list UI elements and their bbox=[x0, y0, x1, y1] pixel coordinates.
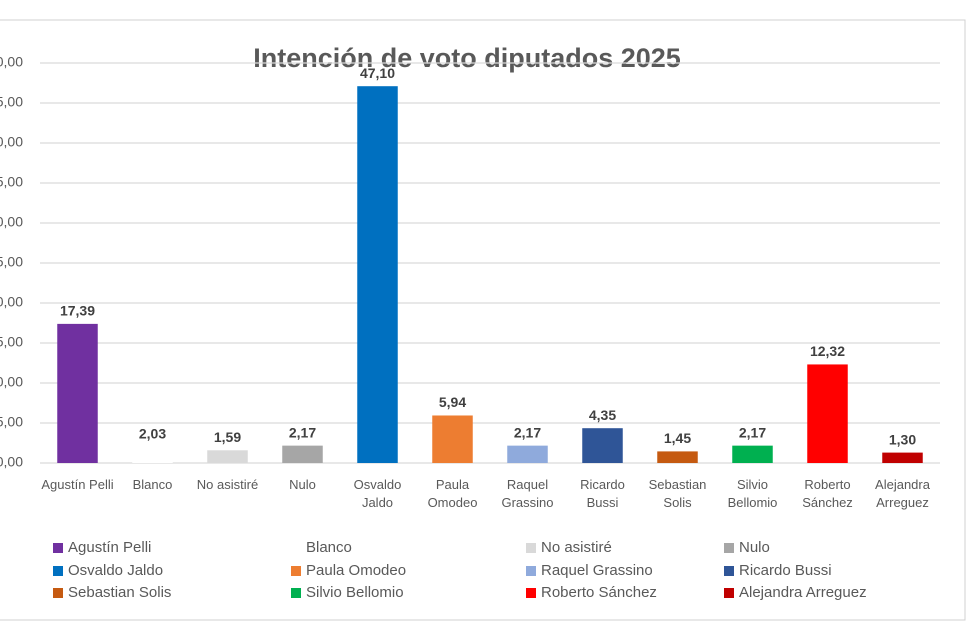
y-tick-label: 5,00 bbox=[0, 414, 23, 430]
legend-label: Nulo bbox=[739, 539, 770, 556]
x-tick-label: Alejandra Arreguez bbox=[875, 477, 930, 510]
bar bbox=[357, 86, 398, 463]
legend-label: No asistiré bbox=[541, 539, 612, 556]
x-tick-label-box: Alejandra Arreguez bbox=[875, 477, 930, 510]
x-tick-label: Agustín Pelli bbox=[41, 477, 114, 492]
x-tick-label-box: Ricardo Bussi bbox=[580, 477, 625, 510]
legend-swatch bbox=[526, 588, 536, 598]
legend-swatch bbox=[291, 543, 301, 553]
bar bbox=[207, 450, 248, 463]
value-label: 1,45 bbox=[664, 430, 691, 446]
x-tick-label: Ricardo Bussi bbox=[580, 477, 625, 510]
legend-swatch bbox=[53, 543, 63, 553]
legend-swatch bbox=[53, 588, 63, 598]
bar bbox=[432, 415, 473, 463]
legend-swatch bbox=[724, 566, 734, 576]
legend-label: Alejandra Arreguez bbox=[739, 584, 867, 601]
bar bbox=[582, 428, 623, 463]
x-tick-label-box: Silvio Bellomio bbox=[727, 477, 778, 510]
x-tick-label: Raquel Grassino bbox=[501, 477, 554, 510]
y-tick-label: 25,00 bbox=[0, 254, 23, 270]
x-tick-label-box: Sebastian Solis bbox=[648, 477, 707, 510]
y-tick-label: 35,00 bbox=[0, 174, 23, 190]
x-tick-label: Roberto Sánchez bbox=[802, 477, 853, 510]
legend-label: Raquel Grassino bbox=[541, 562, 653, 579]
x-tick-label-box: Agustín Pelli bbox=[41, 477, 114, 492]
y-tick-label: 0,00 bbox=[0, 454, 23, 470]
x-tick-label: Silvio Bellomio bbox=[727, 477, 778, 510]
value-label: 1,59 bbox=[214, 429, 241, 445]
legend-label: Sebastian Solis bbox=[68, 584, 171, 601]
x-tick-label-box: No asistiré bbox=[196, 477, 259, 492]
value-label: 2,17 bbox=[289, 424, 316, 440]
legend-swatch bbox=[291, 566, 301, 576]
value-label: 12,32 bbox=[810, 343, 845, 359]
legend-label: Agustín Pelli bbox=[68, 539, 151, 556]
x-tick-label: Nulo bbox=[289, 477, 316, 492]
legend-swatch bbox=[291, 588, 301, 598]
x-tick-label-box: Osvaldo Jaldo bbox=[353, 477, 402, 510]
legend-swatch bbox=[724, 588, 734, 598]
bar bbox=[882, 452, 923, 463]
value-label: 17,39 bbox=[60, 303, 95, 319]
y-tick-label: 20,00 bbox=[0, 294, 23, 310]
bar bbox=[732, 445, 773, 463]
value-label: 47,10 bbox=[360, 65, 395, 81]
y-tick-label: 15,00 bbox=[0, 334, 23, 350]
bar bbox=[57, 323, 98, 463]
legend-label: Blanco bbox=[306, 539, 352, 556]
value-label: 2,17 bbox=[739, 424, 766, 440]
legend-label: Roberto Sánchez bbox=[541, 584, 657, 601]
x-tick-label: Osvaldo Jaldo bbox=[353, 477, 402, 510]
value-label: 5,94 bbox=[439, 394, 466, 410]
bar bbox=[507, 445, 548, 463]
legend-swatch bbox=[526, 566, 536, 576]
legend-label: Paula Omodeo bbox=[306, 562, 406, 579]
chart-frame bbox=[0, 19, 966, 621]
value-label: 2,17 bbox=[514, 424, 541, 440]
legend-swatch bbox=[53, 566, 63, 576]
legend-label: Osvaldo Jaldo bbox=[68, 562, 163, 579]
x-tick-label-box: Nulo bbox=[289, 477, 316, 492]
x-tick-label-box: Paula Omodeo bbox=[427, 477, 478, 510]
legend-label: Ricardo Bussi bbox=[739, 562, 832, 579]
x-tick-label: No asistiré bbox=[196, 477, 259, 492]
legend-label: Silvio Bellomio bbox=[306, 584, 404, 601]
x-tick-label: Paula Omodeo bbox=[427, 477, 478, 510]
bar bbox=[282, 445, 323, 463]
x-tick-label: Blanco bbox=[132, 477, 173, 492]
y-tick-label: 40,00 bbox=[0, 134, 23, 150]
bar bbox=[807, 364, 848, 463]
x-tick-label-box: Raquel Grassino bbox=[501, 477, 554, 510]
x-tick-label-box: Blanco bbox=[132, 477, 173, 492]
chart-title: Intención de voto diputados 2025 bbox=[253, 43, 681, 73]
bar bbox=[657, 451, 698, 463]
legend-swatch bbox=[724, 543, 734, 553]
x-tick-label: Sebastian Solis bbox=[648, 477, 707, 510]
value-label: 1,30 bbox=[889, 431, 916, 447]
y-tick-label: 45,00 bbox=[0, 94, 23, 110]
y-tick-label: 30,00 bbox=[0, 214, 23, 230]
y-tick-label: 10,00 bbox=[0, 374, 23, 390]
value-label: 2,03 bbox=[139, 425, 166, 441]
bar bbox=[132, 446, 173, 463]
x-tick-label-box: Roberto Sánchez bbox=[802, 477, 853, 510]
y-tick-label: 50,00 bbox=[0, 54, 23, 70]
value-label: 4,35 bbox=[589, 407, 616, 423]
legend-swatch bbox=[526, 543, 536, 553]
